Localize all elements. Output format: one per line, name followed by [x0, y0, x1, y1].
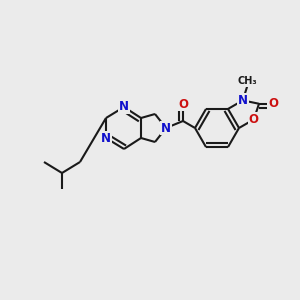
Text: N: N [161, 122, 171, 134]
Text: N: N [119, 100, 129, 113]
Text: O: O [249, 113, 259, 126]
Text: CH₃: CH₃ [238, 76, 258, 86]
Text: O: O [268, 97, 278, 110]
Text: N: N [238, 94, 248, 107]
Text: O: O [178, 98, 188, 110]
Text: N: N [101, 131, 111, 145]
